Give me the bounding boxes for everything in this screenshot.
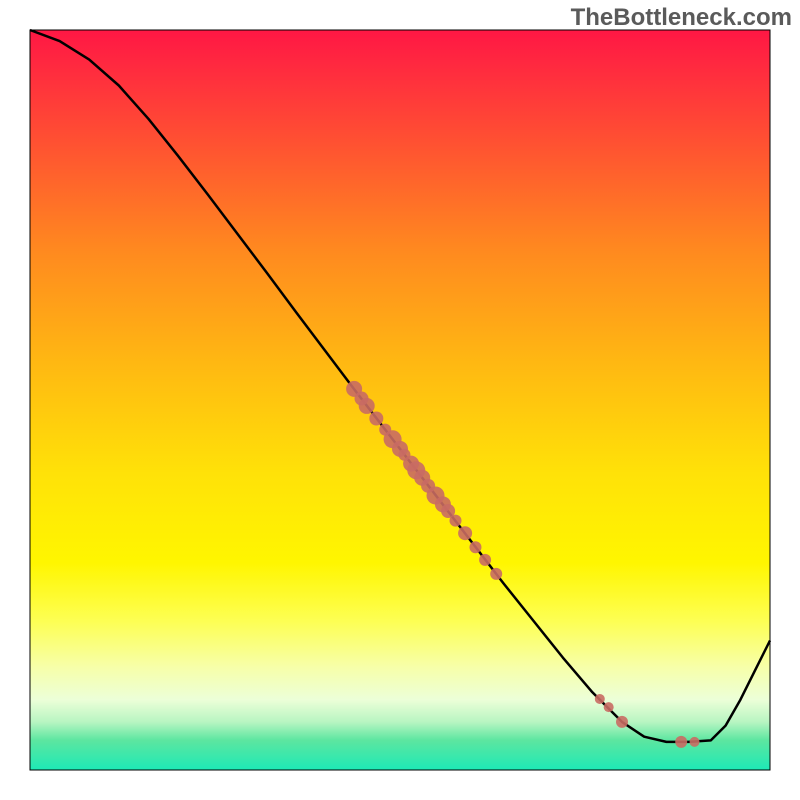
data-marker [469, 541, 481, 553]
bottleneck-chart: TheBottleneck.com [0, 0, 800, 800]
data-marker [595, 694, 605, 704]
data-marker [359, 398, 375, 414]
data-marker [675, 736, 687, 748]
data-marker [690, 737, 700, 747]
data-marker [450, 515, 462, 527]
chart-svg [0, 0, 800, 800]
gradient-background [30, 30, 770, 770]
data-marker [479, 554, 491, 566]
data-marker [490, 568, 502, 580]
data-marker [604, 702, 614, 712]
data-marker [458, 526, 472, 540]
data-marker [616, 716, 628, 728]
data-marker [369, 412, 383, 426]
